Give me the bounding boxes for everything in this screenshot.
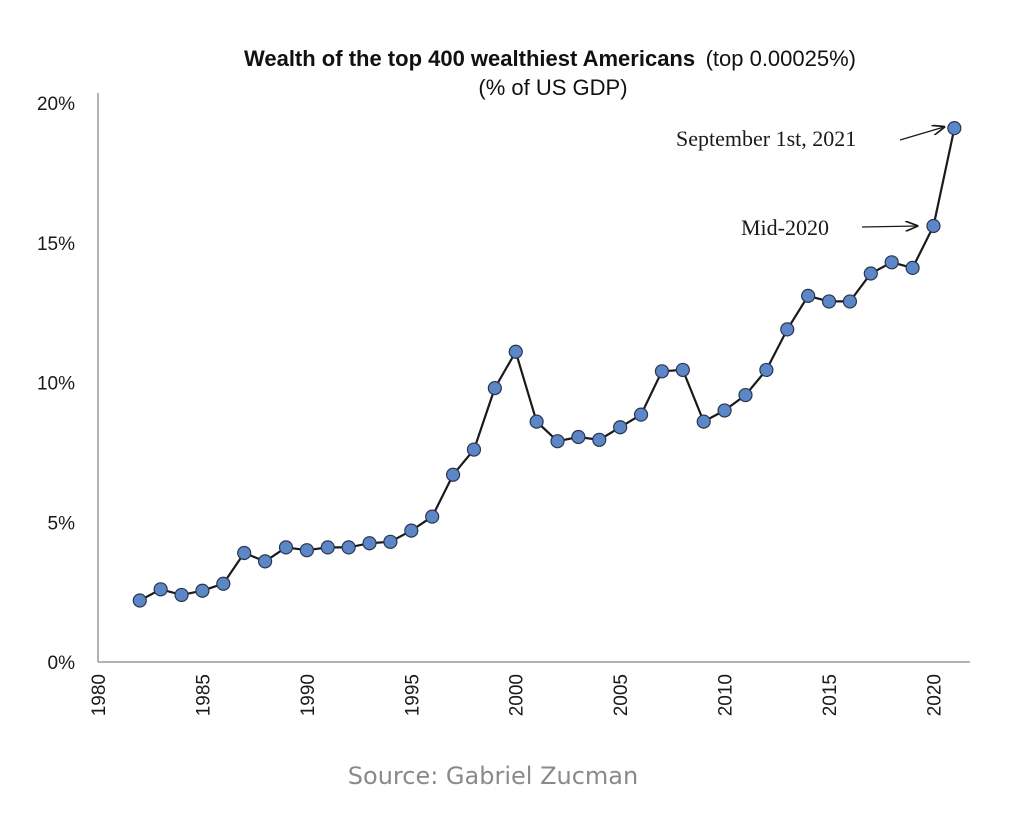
series-points (132, 121, 962, 608)
data-point (508, 344, 523, 359)
data-point (487, 380, 502, 396)
data-point (216, 576, 231, 591)
data-point (195, 583, 210, 598)
data-point (947, 121, 962, 136)
data-point (341, 540, 356, 555)
data-point (717, 403, 732, 418)
chart-title: Wealth of the top 400 wealthiest America… (244, 46, 856, 71)
x-tick-label: 2020 (924, 674, 945, 716)
data-point (842, 294, 858, 309)
data-point (801, 288, 816, 303)
data-point (759, 362, 774, 378)
data-point (863, 266, 878, 281)
data-point (320, 540, 335, 555)
y-tick-label: 0% (48, 653, 76, 674)
data-point (696, 414, 711, 429)
data-point (613, 420, 628, 435)
x-tick-label: 2010 (716, 674, 737, 716)
chart-title-bold: Wealth of the top 400 wealthiest America… (244, 46, 695, 71)
data-point (821, 294, 837, 309)
data-point (237, 545, 252, 561)
x-tick-label: 1990 (298, 674, 319, 716)
y-tick-label: 15% (37, 234, 75, 255)
y-tick-labels: 0% 5% 10% 15% 20% (37, 94, 75, 674)
data-point (738, 387, 753, 403)
data-point (174, 587, 189, 603)
data-point (362, 536, 377, 551)
data-point (153, 582, 168, 597)
data-point (884, 255, 899, 270)
y-tick-label: 10% (37, 374, 75, 395)
x-tick-label: 2000 (507, 674, 528, 716)
chart-subtitle: (% of US GDP) (478, 75, 627, 100)
data-point (550, 434, 565, 449)
data-point (132, 593, 147, 608)
data-point (257, 554, 273, 569)
data-point (278, 540, 294, 555)
annotation-september-2021: September 1st, 2021 (676, 126, 856, 151)
x-tick-label: 2015 (820, 674, 841, 716)
data-point (445, 467, 461, 482)
data-point (905, 260, 920, 276)
x-tick-label: 1985 (193, 674, 214, 716)
data-point (654, 364, 670, 379)
data-point (571, 429, 586, 445)
y-tick-label: 5% (48, 513, 76, 534)
data-point (592, 432, 607, 447)
data-point (299, 543, 314, 558)
data-point (383, 534, 398, 549)
data-point (425, 509, 440, 524)
data-point (780, 322, 795, 337)
annotation-mid-2020: Mid-2020 (741, 215, 829, 240)
data-point (633, 407, 649, 422)
x-tick-label: 2005 (611, 674, 632, 716)
chart-title-normal: (top 0.00025%) (706, 46, 856, 71)
data-point (529, 414, 544, 429)
data-point (466, 442, 482, 457)
data-point (675, 362, 690, 378)
x-tick-label: 1980 (89, 674, 110, 716)
series-line (139, 127, 956, 602)
annotation-september-2021-arrow (899, 127, 944, 141)
y-tick-label: 20% (37, 94, 75, 115)
x-tick-label: 1995 (402, 674, 423, 716)
data-point (926, 218, 941, 234)
x-tick-labels: 1980 1985 1990 1995 2000 2005 2010 2015 2020 (89, 674, 945, 716)
source-caption: Source: Gabriel Zucman (348, 762, 638, 790)
data-point (404, 523, 419, 538)
annotation-mid-2020-arrow (861, 226, 917, 227)
